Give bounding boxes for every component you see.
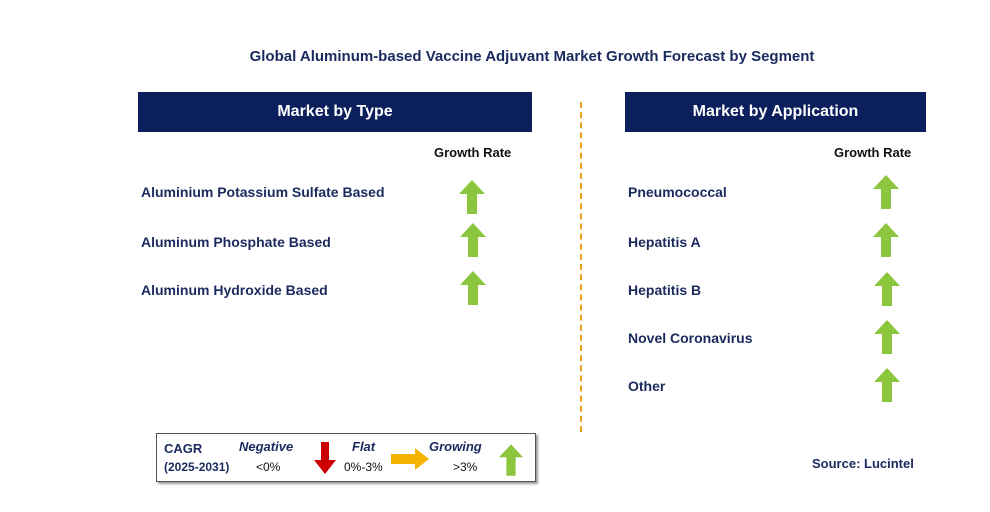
legend-cagr-label: CAGR (164, 441, 203, 456)
growing-arrow-icon (873, 223, 899, 257)
source-note: Source: Lucintel (812, 456, 914, 471)
flat-arrow-icon (391, 448, 429, 470)
left-growth-rate-label: Growth Rate (434, 145, 512, 160)
growing-arrow-icon (874, 368, 900, 402)
market-by-type-header: Market by Type (138, 92, 532, 132)
negative-arrow-icon (314, 442, 336, 474)
cagr-legend: CAGR (2025-2031) Negative <0% Flat 0%-3%… (156, 433, 536, 482)
application-item-pneumococcal: Pneumococcal (628, 184, 727, 200)
legend-flat-range: 0%-3% (344, 460, 383, 474)
growing-arrow-icon (459, 180, 485, 214)
legend-flat-label: Flat (352, 439, 376, 454)
application-item-novel-coronavirus: Novel Coronavirus (628, 330, 753, 346)
growing-arrow-icon (460, 223, 486, 257)
legend-growing-label: Growing (429, 439, 482, 454)
market-by-application-header: Market by Application (625, 92, 926, 132)
application-item-hepatitis-a: Hepatitis A (628, 234, 701, 250)
growing-arrow-icon (874, 272, 900, 306)
growing-arrow-icon (873, 175, 899, 209)
right-growth-rate-label: Growth Rate (834, 145, 912, 160)
panel-divider (580, 102, 582, 432)
legend-period: (2025-2031) (164, 460, 230, 474)
legend-growing-range: >3% (453, 460, 478, 474)
application-item-hepatitis-b: Hepatitis B (628, 282, 702, 298)
application-item-other: Other (628, 378, 666, 394)
growing-arrow-icon (874, 320, 900, 354)
chart-title: Global Aluminum-based Vaccine Adjuvant M… (249, 48, 815, 65)
type-item-aluminum-phosphate: Aluminum Phosphate Based (141, 234, 331, 250)
type-item-aluminium-potassium-sulfate: Aluminium Potassium Sulfate Based (141, 184, 385, 200)
type-item-aluminum-hydroxide: Aluminum Hydroxide Based (141, 282, 328, 298)
legend-negative-label: Negative (239, 439, 294, 454)
growing-arrow-icon (499, 444, 523, 476)
legend-negative-range: <0% (256, 460, 281, 474)
growing-arrow-icon (460, 271, 486, 305)
